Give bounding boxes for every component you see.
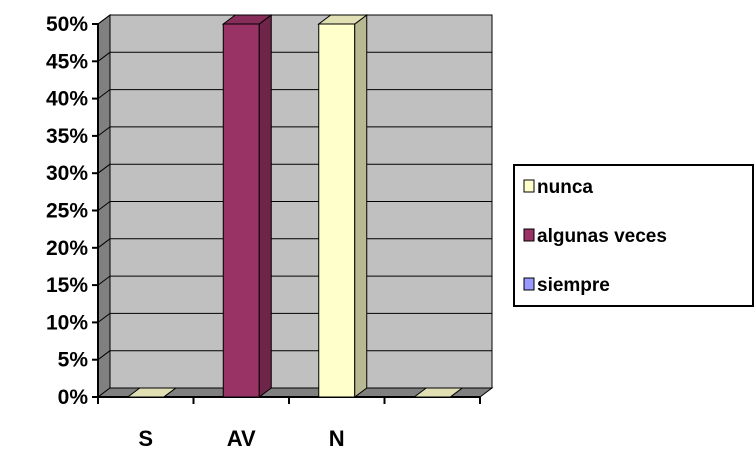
gridline-side [97,89,111,99]
legend-entry: siempre [537,275,610,296]
legend-swatch [523,277,535,291]
x-tick-label: S [138,426,153,449]
legend-box [513,164,754,307]
y-tick-label: 50% [46,13,88,36]
chart-walls [96,14,494,398]
bar-N [317,14,369,398]
gridline-side [97,14,111,25]
bar-AV-side [258,14,272,398]
bar-blank [412,387,464,398]
y-tick-label: 35% [46,125,88,148]
y-tick-labels: 0% 5% 10% 15% 20% 25% 30% 35% 40% 45% 50% [46,13,88,409]
bar-S-top [126,387,178,398]
y-tick-label: 20% [46,237,88,260]
x-tick-label: AV [227,426,256,449]
y-tick-label: 25% [46,200,88,223]
gridline-side [97,163,111,174]
y-tick-label: 5% [58,349,89,372]
gridline-side [97,350,111,361]
y-tick-label: 45% [46,50,88,73]
legend-entry: algunas veces [537,226,667,247]
gridline-side [97,275,111,286]
bar-N-side [354,14,368,398]
bar-S [126,387,178,398]
gridline-side [97,238,111,249]
legend-entry: nunca [537,177,593,198]
bar-AV-front [222,23,260,398]
bar-AV-top [221,14,273,25]
y-tick-label: 0% [58,386,89,409]
gridline-side [97,201,111,211]
y-tick-label: 40% [46,88,88,111]
gridline-side [97,51,111,62]
legend-swatch [523,179,535,193]
gridline-side [97,312,111,323]
bar-AV [221,14,273,398]
bar-N-top [317,14,369,25]
gridlines [97,14,492,361]
y-tick-label: 10% [46,311,88,334]
y-tick-label: 15% [46,274,88,297]
legend-swatch [523,228,535,242]
bar-blank-top [412,387,464,398]
x-tick-labels: S AV N [138,426,344,449]
bar-N-front [318,23,356,398]
bars [126,14,464,398]
legend: nunca algunas veces siempre [513,164,754,307]
x-tick-label: N [329,426,345,449]
y-tick-label: 30% [46,162,88,185]
gridline-side [97,126,111,137]
